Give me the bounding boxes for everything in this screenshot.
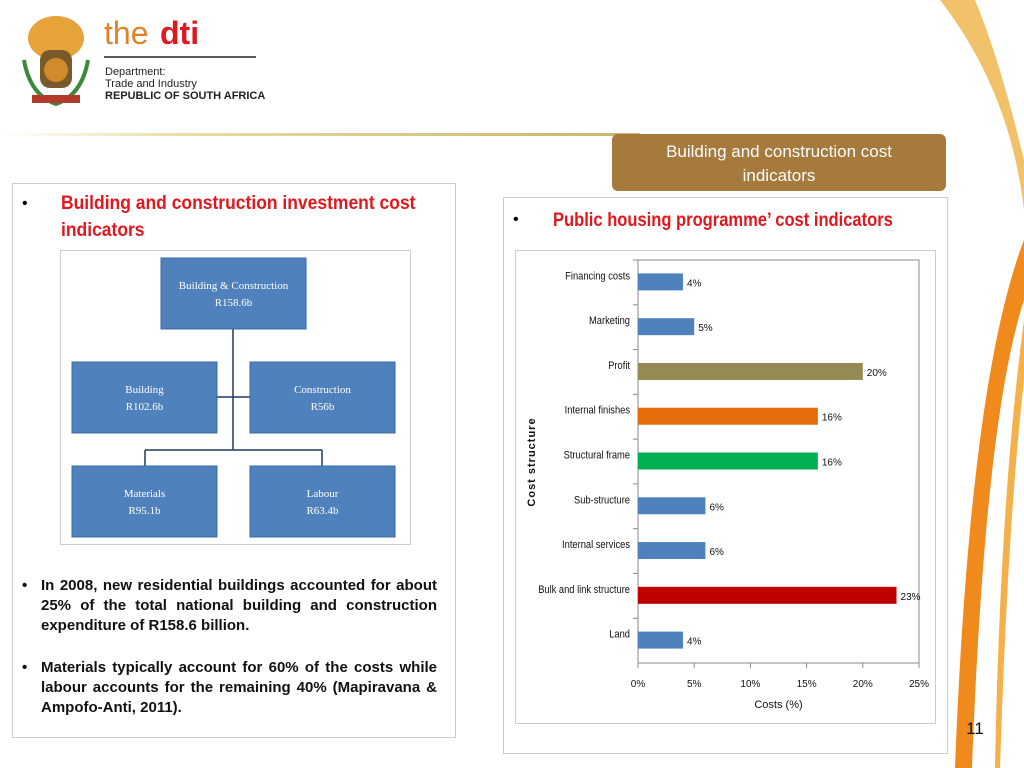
tree-node-label: Labour	[307, 488, 339, 500]
bar	[638, 273, 683, 291]
x-axis-label: Costs (%)	[754, 699, 802, 711]
category-label: Internal finishes	[565, 405, 630, 417]
category-label: Land	[609, 629, 630, 641]
left-heading: Building and construction investment cos…	[61, 193, 416, 241]
category-label: Bulk and link structure	[538, 584, 630, 596]
tree-node-value: R56b	[311, 401, 335, 413]
department-line: Trade and Industry	[105, 78, 197, 90]
slide-title-line: Building and construction cost	[666, 142, 892, 161]
bar	[638, 452, 818, 470]
title-box	[612, 134, 946, 191]
value-label: 20%	[867, 368, 887, 379]
department-line: REPUBLIC OF SOUTH AFRICA	[105, 90, 265, 102]
bar	[638, 586, 897, 604]
tree-node-label: Building	[125, 384, 164, 396]
decor-swoosh	[940, 0, 1024, 210]
header-rule	[0, 133, 640, 136]
bullet-item: • In 2008, new residential buildings acco…	[22, 577, 437, 634]
tree-node	[71, 465, 218, 538]
bullet: •	[22, 195, 28, 212]
decor-swoosh	[995, 320, 1024, 768]
x-tick-label: 25%	[909, 679, 929, 690]
bar	[638, 318, 695, 336]
bar	[638, 497, 706, 515]
tree-node-label: Construction	[294, 384, 351, 396]
x-tick-label: 15%	[797, 679, 817, 690]
brand-bold: dti	[160, 15, 199, 51]
value-label: 4%	[687, 278, 702, 289]
value-label: 6%	[709, 502, 724, 513]
tree-connectors	[144, 329, 323, 466]
tree-node	[249, 361, 396, 434]
x-tick-label: 5%	[687, 679, 702, 690]
category-label: Marketing	[589, 316, 630, 328]
tree-node-label: Materials	[124, 488, 166, 500]
value-label: 5%	[698, 323, 713, 334]
tree-frame	[60, 250, 411, 545]
tree-node	[71, 361, 218, 434]
value-label: 4%	[687, 637, 702, 648]
department-line: Department:	[105, 66, 166, 78]
bar	[638, 362, 863, 380]
bar	[638, 542, 706, 560]
category-label: Internal services	[562, 539, 630, 551]
bullet: •	[513, 211, 519, 228]
tree-node	[249, 465, 396, 538]
value-label: 16%	[822, 458, 842, 469]
category-label: Structural frame	[564, 450, 631, 462]
bullet-text: Materials typically account for 60% of t…	[41, 659, 437, 716]
x-tick-label: 10%	[740, 679, 760, 690]
bar	[638, 631, 683, 649]
value-label: 23%	[901, 592, 921, 603]
tree-node-value: R63.4b	[306, 505, 339, 517]
x-tick-label: 20%	[853, 679, 873, 690]
y-axis-label: Cost structure	[526, 417, 538, 506]
right-heading: Public housing programme’ cost indicator…	[553, 210, 893, 231]
bar	[638, 407, 818, 425]
bullet-text: In 2008, new residential buildings accou…	[41, 577, 437, 634]
category-label: Financing costs	[565, 271, 630, 283]
right-panel	[503, 197, 948, 754]
tree-node	[160, 257, 307, 330]
bullet-item: • Materials typically account for 60% of …	[22, 659, 437, 716]
left-panel	[12, 183, 456, 738]
tree-node-value: R102.6b	[126, 401, 164, 413]
decor-swoosh	[955, 240, 1024, 768]
tree-node-value: R158.6b	[215, 297, 253, 309]
slide-title-line: indicators	[743, 166, 816, 185]
chart-frame	[515, 250, 936, 724]
brand-plain: the	[104, 15, 148, 51]
category-label: Sub-structure	[574, 495, 630, 507]
category-label: Profit	[608, 360, 630, 372]
coat-of-arms	[22, 16, 90, 107]
value-label: 6%	[709, 547, 724, 558]
tree-node-label: Building & Construction	[179, 280, 289, 292]
x-tick-label: 0%	[631, 679, 646, 690]
tree-node-value: R95.1b	[128, 505, 161, 517]
page-number: 11	[966, 719, 984, 738]
value-label: 16%	[822, 413, 842, 424]
